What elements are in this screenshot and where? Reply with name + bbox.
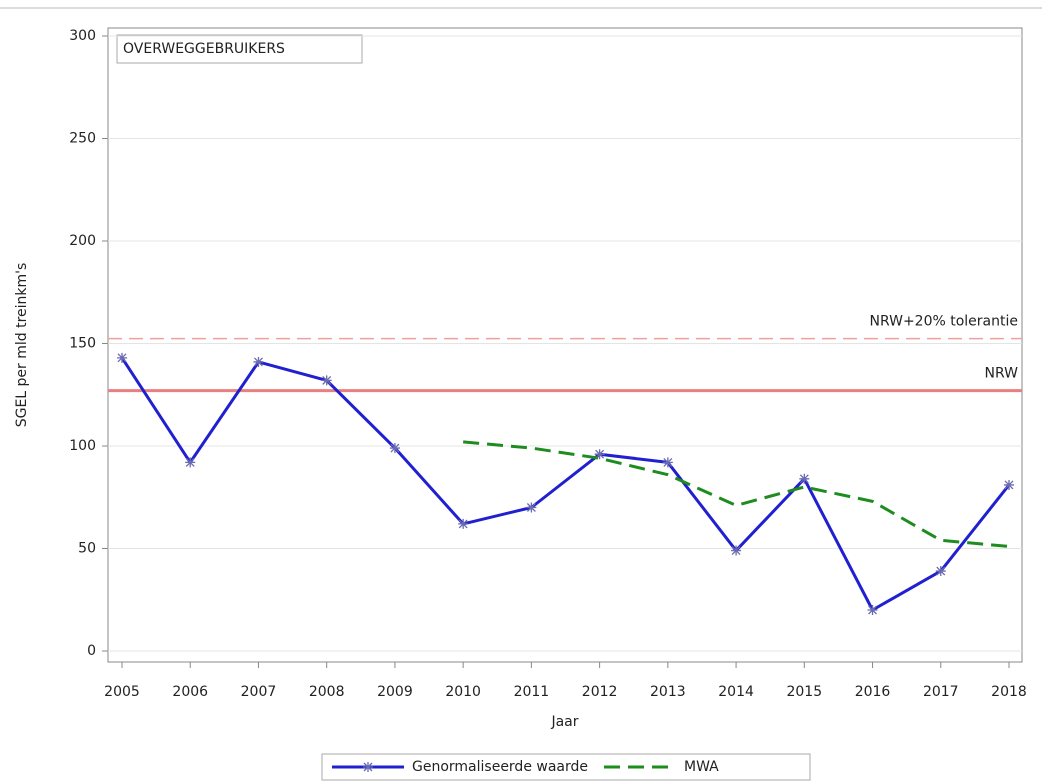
inset-box bbox=[116, 34, 363, 64]
x-tick-label: 2005 bbox=[104, 684, 140, 700]
marker bbox=[731, 545, 742, 556]
reference-label: NRW bbox=[985, 366, 1019, 382]
legend-label: Genormaliseerde waarde bbox=[412, 759, 588, 775]
marker bbox=[594, 449, 605, 460]
marker bbox=[867, 605, 878, 615]
legend-label: MWA bbox=[684, 759, 719, 775]
x-tick-label: 2008 bbox=[309, 684, 345, 700]
x-tick-label: 2016 bbox=[855, 684, 891, 700]
marker bbox=[363, 762, 373, 772]
x-tick-label: 2011 bbox=[514, 684, 550, 700]
x-axis-title: Jaar bbox=[550, 714, 578, 730]
series-line bbox=[120, 357, 1011, 612]
y-tick-label: 50 bbox=[78, 541, 96, 557]
marker bbox=[253, 356, 264, 367]
y-tick-label: 150 bbox=[69, 336, 96, 352]
marker bbox=[458, 518, 469, 529]
y-axis-title: SGEL per mld treinkm's bbox=[14, 263, 30, 428]
marker bbox=[1004, 479, 1014, 490]
marker bbox=[935, 566, 946, 577]
marker bbox=[526, 502, 537, 513]
marker bbox=[185, 457, 196, 468]
x-tick-label: 2018 bbox=[991, 684, 1027, 700]
marker bbox=[321, 375, 332, 386]
marker bbox=[117, 352, 127, 363]
x-tick-label: 2010 bbox=[445, 684, 481, 700]
inset-label: OVERWEGGEBRUIKERS bbox=[123, 41, 285, 57]
reference-label: NRW+20% tolerantie bbox=[869, 314, 1018, 330]
y-tick-label: 250 bbox=[69, 131, 96, 147]
x-tick-label: 2006 bbox=[172, 684, 208, 700]
x-tick-label: 2007 bbox=[241, 684, 277, 700]
series-line bbox=[463, 440, 1010, 548]
marker bbox=[662, 457, 673, 468]
x-tick-label: 2009 bbox=[377, 684, 413, 700]
x-tick-label: 2017 bbox=[923, 684, 959, 700]
y-tick-label: 300 bbox=[69, 28, 96, 44]
plot-frame bbox=[107, 27, 1023, 663]
marker bbox=[389, 443, 400, 454]
x-tick-label: 2013 bbox=[650, 684, 686, 700]
y-tick-label: 0 bbox=[87, 643, 96, 659]
y-tick-label: 100 bbox=[69, 438, 96, 454]
marker bbox=[799, 473, 810, 484]
x-tick-label: 2015 bbox=[786, 684, 822, 700]
x-tick-label: 2012 bbox=[582, 684, 618, 700]
y-tick-label: 200 bbox=[69, 233, 96, 249]
x-tick-label: 2014 bbox=[718, 684, 754, 700]
